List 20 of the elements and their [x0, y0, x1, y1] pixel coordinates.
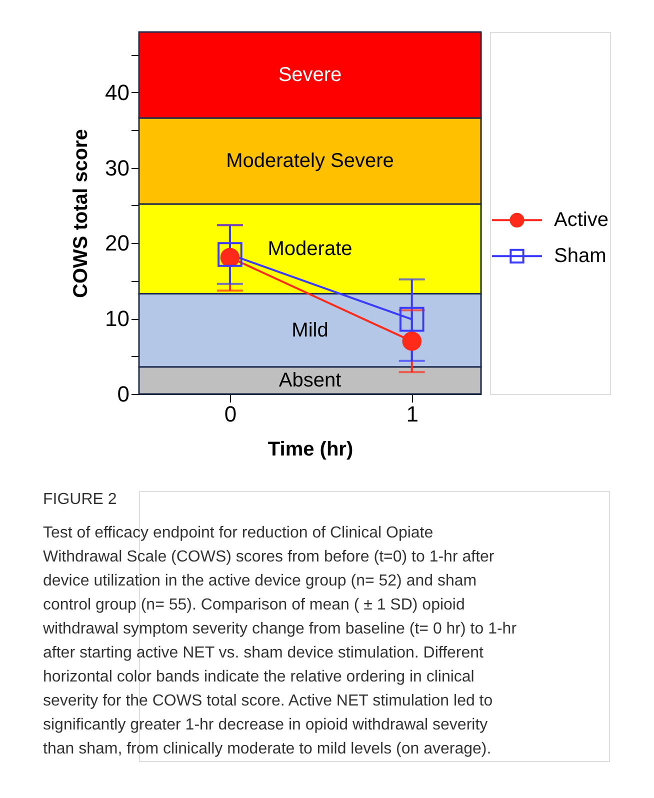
band-label: Moderate: [268, 238, 352, 260]
x-tick-label: 1: [406, 402, 418, 426]
point: [399, 306, 424, 332]
legend-label: Sham: [554, 245, 606, 268]
y-tick-label: 40: [105, 80, 130, 105]
band-label: Moderately Severe: [226, 150, 394, 172]
legend-label: Active: [554, 209, 608, 232]
point: [218, 242, 242, 267]
point: [402, 332, 422, 351]
y-tick-label: 10: [105, 306, 130, 332]
band-label: Absent: [278, 369, 342, 392]
y-tick-label: 0: [117, 382, 130, 406]
y-axis-title: COWS total score: [70, 129, 92, 298]
band-label: Mild: [292, 319, 328, 342]
x-axis-title: Time (hr): [268, 438, 354, 460]
y-tick-label: 30: [105, 155, 130, 180]
caption: FIGURE 2: [43, 491, 117, 508]
text: Test of efficacy endpoint for reduction of Clinical Opiate Withdrawal Scale (COWS) scores from before (t=0) to 1-hr after device utilization in the active device group (n= 52) and sham control group (n= 55). Comparison of mean ( ± 1 SD) opioid withdrawal symptom severity change from baseline (t= 0 hr) to 1-hr after starting active NET vs. sham device stimulation. Different horizontal color bands indicate the relative ordering in clinical severity for the COWS total score. Active NET stimulation led to significantly greater 1-hr decrease in opioid withdrawal severity than sham, from clinically moderate to mild levels (on average).: [43, 524, 517, 758]
band-label: Severe: [278, 64, 342, 86]
y-tick-label: 20: [105, 230, 130, 256]
